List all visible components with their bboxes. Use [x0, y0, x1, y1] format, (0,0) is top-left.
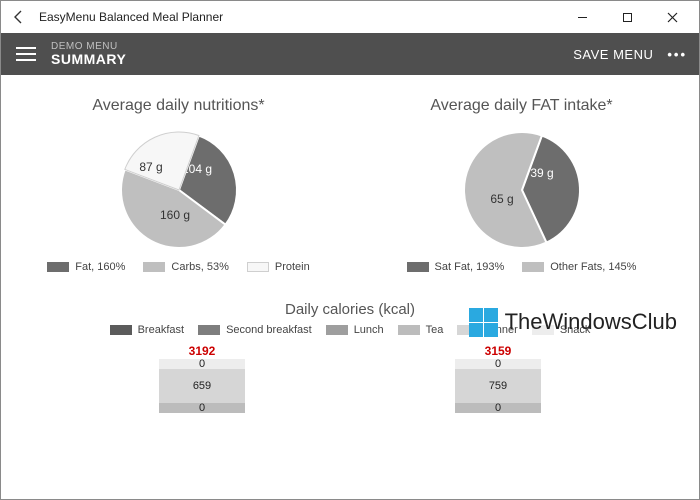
bar-segment: 0 [159, 403, 245, 413]
nutritions-chart-title: Average daily nutritions* [27, 97, 330, 115]
more-icon[interactable]: ••• [667, 47, 687, 62]
titlebar: EasyMenu Balanced Meal Planner [1, 1, 699, 33]
legend-item: Dinner [457, 324, 517, 336]
minimize-button[interactable] [560, 2, 605, 32]
fat-legend: Sat Fat, 193% Other Fats, 145% [370, 261, 673, 273]
hamburger-icon[interactable] [13, 41, 39, 67]
legend-item: Protein [247, 261, 310, 273]
calorie-bar: 315907590 [455, 344, 541, 413]
legend-item: Breakfast [110, 324, 184, 336]
calories-title: Daily calories (kcal) [27, 301, 673, 318]
legend-item: Other Fats, 145% [522, 261, 636, 273]
page-heading: SUMMARY [51, 52, 126, 67]
svg-text:39 g: 39 g [530, 166, 553, 180]
svg-text:65 g: 65 g [490, 192, 513, 206]
app-window: EasyMenu Balanced Meal Planner DEMO MENU… [0, 0, 700, 500]
bar-segment: 0 [455, 403, 541, 413]
maximize-button[interactable] [605, 2, 650, 32]
calorie-bar: 319206590 [159, 344, 245, 413]
back-icon[interactable] [9, 7, 29, 27]
legend-item: Lunch [326, 324, 384, 336]
legend-item: Sat Fat, 193% [407, 261, 505, 273]
calories-section: Daily calories (kcal) Breakfast Second br… [27, 301, 673, 413]
bar-segment: 0 [159, 359, 245, 369]
fat-pie: 39 g 65 g [442, 128, 602, 252]
page-title: DEMO MENU SUMMARY [51, 41, 126, 67]
close-button[interactable] [650, 2, 695, 32]
calories-legend: Breakfast Second breakfast Lunch Tea Dinner S… [27, 324, 673, 336]
fat-chart-title: Average daily FAT intake* [370, 97, 673, 115]
legend-item: Second breakfast [198, 324, 312, 336]
bar-total: 3159 [455, 344, 541, 358]
legend-item: Snack [532, 324, 591, 336]
nutritions-legend: Fat, 160% Carbs, 53% Protein [27, 261, 330, 273]
bar-segment: 659 [159, 369, 245, 403]
legend-item: Fat, 160% [47, 261, 125, 273]
bar-segment: 0 [455, 359, 541, 369]
window-controls [560, 2, 695, 32]
content-area: Average daily nutritions* 104 g160 g87 g… [1, 75, 699, 499]
legend-item: Tea [398, 324, 444, 336]
bar-total: 3192 [159, 344, 245, 358]
svg-text:160 g: 160 g [159, 208, 189, 222]
toolbar: DEMO MENU SUMMARY SAVE MENU ••• [1, 33, 699, 75]
window-title: EasyMenu Balanced Meal Planner [39, 10, 560, 24]
bar-segment: 759 [455, 369, 541, 403]
svg-text:87 g: 87 g [139, 160, 162, 174]
nutritions-chart: Average daily nutritions* 104 g160 g87 g… [27, 97, 330, 273]
nutritions-pie: 104 g160 g87 g [99, 128, 259, 252]
fat-chart: Average daily FAT intake* 39 g 65 g Sat F… [370, 97, 673, 273]
calories-bars: 319206590315907590 [27, 344, 673, 413]
save-menu-button[interactable]: SAVE MENU [573, 47, 653, 62]
legend-item: Carbs, 53% [143, 261, 228, 273]
